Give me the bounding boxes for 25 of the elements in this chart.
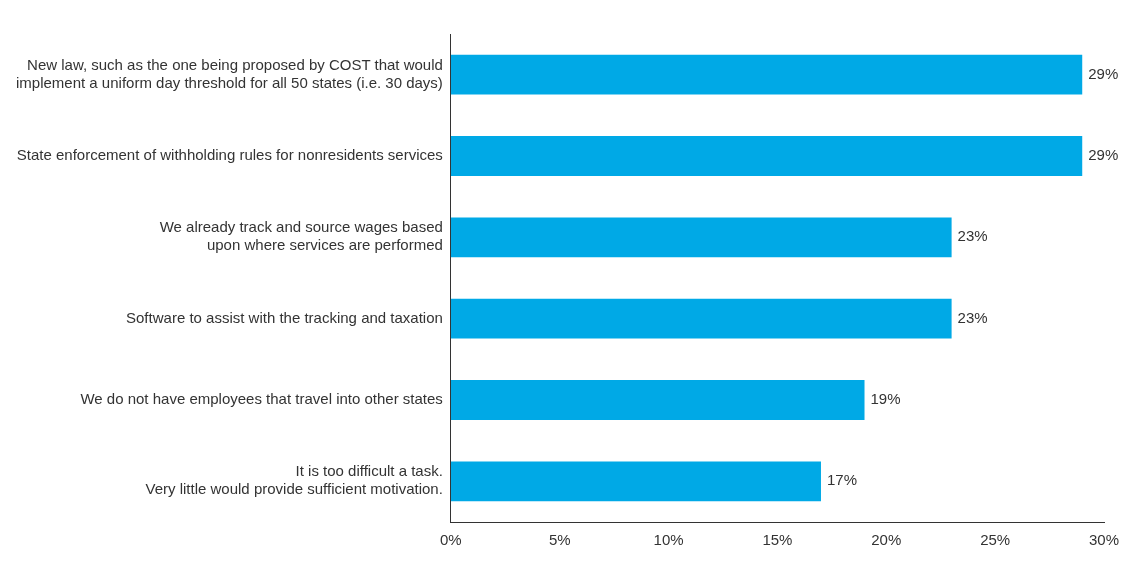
y-tick-label: It is too difficult a task. Very little would provide sufficient motivation. xyxy=(145,462,443,498)
y-tick-label: We do not have employees that travel into other states xyxy=(80,390,443,408)
bar xyxy=(450,380,865,420)
data-label: 23% xyxy=(957,308,988,326)
y-tick-label: Software to assist with the tracking and taxation xyxy=(126,308,443,326)
bar xyxy=(450,298,952,339)
data-label: 17% xyxy=(826,471,858,489)
y-tick-label: State enforcement of withholding rules for nonresidents services xyxy=(16,146,443,164)
data-label: 29% xyxy=(1088,64,1119,82)
y-tick-label: New law, such as the one being proposed by COST that would implement a uniform day threshold for all 50 states (i.e. 30 days) xyxy=(16,55,443,91)
data-label: 23% xyxy=(957,227,988,245)
x-tick-label: 0% xyxy=(440,531,462,549)
x-tick-label: 15% xyxy=(762,531,793,549)
bar xyxy=(450,217,952,258)
bar xyxy=(450,461,821,502)
y-tick-label: We already track and source wages based upon where services are performed xyxy=(159,218,443,254)
data-label: 19% xyxy=(870,390,901,408)
x-tick-label: 5% xyxy=(548,531,571,549)
x-tick-label: 30% xyxy=(1088,531,1120,549)
x-tick-label: 20% xyxy=(871,531,902,549)
data-label: 29% xyxy=(1088,146,1119,164)
x-tick-label: 10% xyxy=(653,531,684,549)
x-tick-label: 25% xyxy=(980,531,1011,549)
bar xyxy=(450,54,1083,95)
bar xyxy=(450,136,1083,176)
